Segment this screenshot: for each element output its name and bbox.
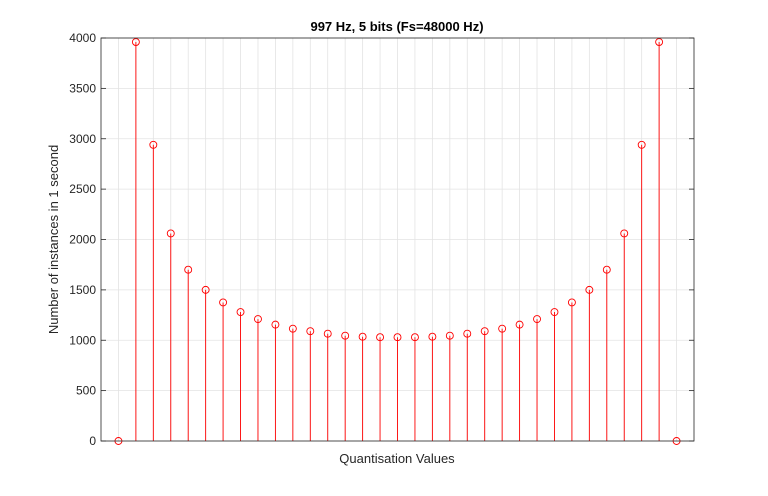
stem-marker — [376, 333, 385, 342]
stem-marker — [445, 331, 454, 340]
stem-marker — [533, 315, 541, 324]
stem-marker — [288, 324, 297, 333]
stem-marker — [254, 315, 262, 324]
y-tick-label: 2500 — [69, 182, 96, 196]
stem-marker — [323, 329, 332, 338]
stem-marker — [480, 327, 489, 336]
stem-marker — [567, 298, 576, 307]
stem-marker — [201, 285, 210, 294]
stem-marker — [428, 332, 437, 341]
stem-marker — [358, 332, 367, 341]
y-tick-label: 1500 — [69, 283, 96, 297]
stem-marker — [236, 308, 245, 316]
x-axis-label: Quantisation Values — [339, 451, 455, 466]
stem-marker — [271, 320, 280, 329]
stem-marker — [463, 329, 472, 338]
stem-marker — [393, 333, 402, 342]
stem-marker — [655, 38, 664, 46]
stem-marker — [410, 333, 419, 342]
stem-marker — [550, 308, 559, 316]
stem-marker — [585, 285, 594, 294]
y-tick-label: 0 — [89, 434, 96, 448]
stem-marker — [131, 38, 140, 46]
stem-marker — [498, 324, 507, 333]
y-axis-ticks: 0 500 1000 1500 2000 2500 3000 3500 4000 — [69, 31, 694, 448]
stem-marker — [184, 265, 193, 274]
stem-marker — [306, 327, 315, 336]
stem-marker — [341, 331, 350, 340]
y-axis-label: Number of instances in 1 second — [46, 145, 61, 334]
chart-title: 997 Hz, 5 bits (Fs=48000 Hz) — [310, 19, 483, 34]
y-tick-label: 4000 — [69, 31, 96, 45]
y-tick-label: 3500 — [69, 81, 96, 95]
y-tick-label: 2000 — [69, 233, 96, 247]
y-tick-label: 500 — [76, 384, 96, 398]
stem-marker — [219, 298, 228, 307]
stem-marker — [166, 229, 175, 238]
y-tick-label: 3000 — [69, 132, 96, 146]
stem-marker — [515, 320, 524, 329]
stem-marker — [620, 229, 629, 238]
stem-marker — [602, 265, 611, 274]
stem-marker — [149, 140, 158, 149]
stem-marker — [637, 140, 646, 149]
y-tick-label: 1000 — [69, 333, 96, 347]
